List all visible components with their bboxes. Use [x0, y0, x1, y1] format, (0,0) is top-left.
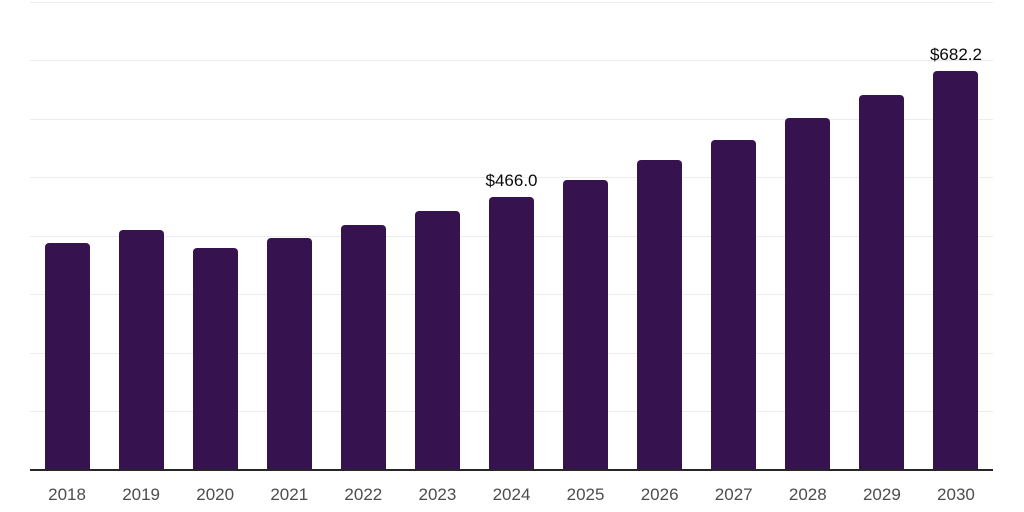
x-tick-label-2019: 2019: [122, 485, 161, 504]
x-axis-line: [30, 469, 993, 471]
plot-area: $466.0 $682.2: [30, 1, 993, 471]
x-tick-label-2025: 2025: [566, 485, 605, 504]
x-tick-label-2020: 2020: [196, 485, 235, 504]
x-tick-label-2026: 2026: [640, 485, 679, 504]
gridline-700: [30, 60, 993, 61]
bar-2020: [192, 247, 238, 470]
bar-2022: [340, 225, 386, 470]
gridline-600: [30, 118, 993, 120]
x-tick-label-2018: 2018: [48, 485, 86, 504]
x-tick-label-2024: 2024: [492, 485, 531, 504]
x-tick-label-2022: 2022: [344, 485, 383, 504]
x-tick-label-2021: 2021: [270, 485, 309, 504]
bar-2030: [933, 70, 979, 470]
bar-2018: [44, 242, 90, 470]
x-tick-label-2023: 2023: [418, 485, 457, 504]
x-tick-label-2028: 2028: [788, 485, 827, 504]
bar-2028: [785, 118, 831, 470]
value-label-2024: $466.0: [485, 171, 538, 191]
x-tick-label-2029: 2029: [862, 485, 901, 504]
x-tick-label-2030: 2030: [937, 485, 975, 504]
bar-2024: [489, 197, 534, 470]
bar-2019: [118, 229, 164, 470]
value-label-2030: $682.2: [929, 44, 982, 64]
gridline-800: [30, 1, 993, 3]
bar-2021: [266, 237, 312, 470]
gridline-500: [30, 177, 993, 178]
x-tick-label-2027: 2027: [714, 485, 753, 504]
bar-2029: [859, 95, 905, 470]
bar-2026: [637, 160, 683, 470]
bar-2023: [414, 211, 460, 470]
x-axis-labels: 2018 2019 2020 2021 2022 2023 2024 2025 2026 2027…: [30, 483, 993, 505]
bar-2025: [563, 179, 609, 470]
bar-2027: [711, 140, 757, 470]
